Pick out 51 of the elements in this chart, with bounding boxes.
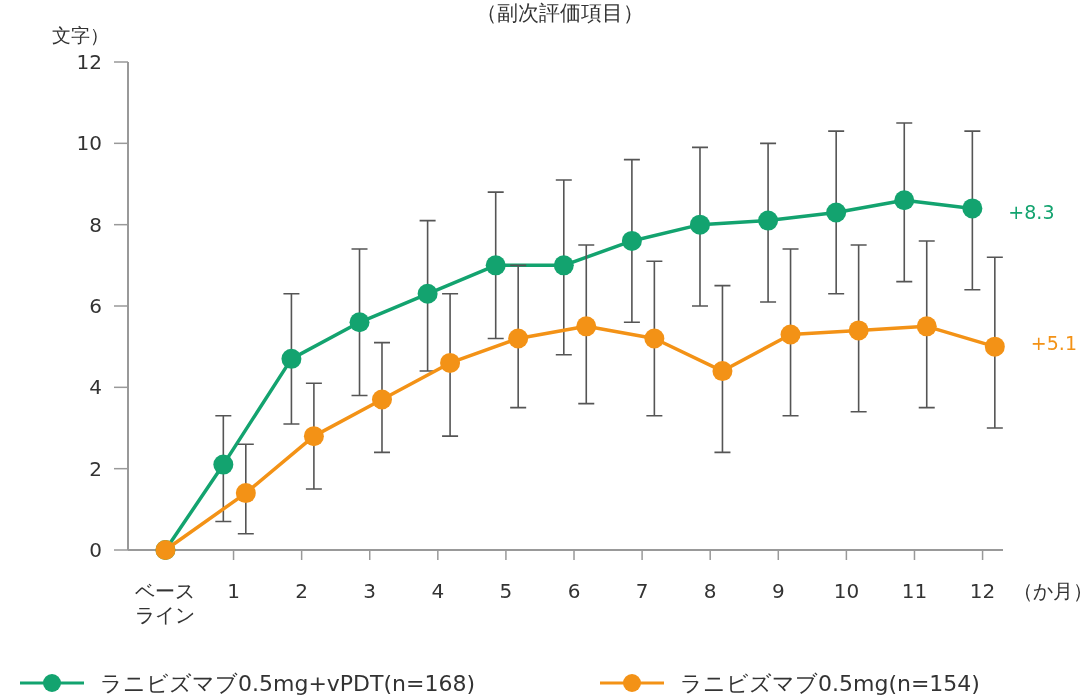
- annotation: +8.3: [1008, 201, 1055, 224]
- x-tick-label: 5: [499, 579, 513, 603]
- point: [281, 348, 302, 369]
- x-tick-label: 10: [833, 579, 860, 603]
- point: [417, 283, 438, 304]
- chart-title: （副次評価項目）: [476, 1, 644, 25]
- point: [508, 328, 529, 349]
- x-tick-label: 6: [567, 579, 581, 603]
- legend-label: ラニビズマブ0.5mg(n=154): [680, 671, 980, 696]
- y-tick-label: 8: [89, 212, 102, 237]
- point: [712, 361, 733, 382]
- y-tick-label: 0: [89, 538, 102, 562]
- point: [758, 210, 779, 231]
- point: [780, 324, 801, 345]
- point: [689, 214, 710, 235]
- point: [894, 190, 915, 211]
- x-tick-label: 9: [771, 579, 785, 603]
- point: [553, 255, 574, 276]
- point: [621, 230, 642, 251]
- point: [826, 202, 847, 223]
- point: [644, 328, 665, 349]
- y-tick-label: 10: [76, 131, 102, 156]
- y-tick-label: 2: [89, 456, 102, 481]
- y-tick-label: 12: [76, 50, 102, 74]
- x-tick-label: ベースライン: [135, 579, 196, 627]
- y-tick-label: 6: [89, 294, 102, 318]
- point: [440, 352, 461, 373]
- y-tick-label: 4: [89, 375, 102, 400]
- x-tick-label: 2: [295, 579, 309, 603]
- x-axis-title: （か月）: [1013, 579, 1080, 603]
- point: [984, 336, 1005, 357]
- point: [485, 255, 506, 276]
- point: [235, 483, 256, 504]
- point: [916, 316, 937, 337]
- point: [371, 389, 392, 410]
- x-tick-label: 4: [431, 579, 445, 603]
- x-tick-label: 12: [969, 579, 996, 603]
- x-tick-label: 3: [363, 579, 377, 603]
- point: [303, 426, 324, 447]
- point: [848, 320, 869, 341]
- x-tick-label: 7: [635, 579, 649, 603]
- point: [962, 198, 983, 219]
- annotation: +5.1: [1030, 331, 1077, 354]
- x-tick-label: 11: [901, 579, 928, 603]
- legend-label: ラニビズマブ0.5mg+vPDT(n=168): [100, 671, 476, 696]
- x-tick-label: 1: [227, 579, 240, 603]
- point: [213, 454, 234, 475]
- point: [576, 316, 597, 337]
- point: [349, 312, 370, 333]
- y-axis-title: 文字）: [52, 24, 109, 46]
- x-tick-label: 8: [703, 579, 717, 603]
